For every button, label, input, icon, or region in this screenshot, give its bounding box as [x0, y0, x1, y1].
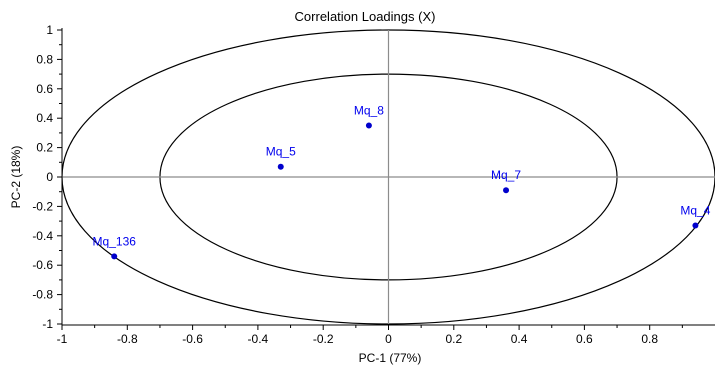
data-point	[111, 253, 118, 260]
x-tick-label: 0.8	[641, 332, 658, 346]
y-tick-label: 0.4	[36, 111, 53, 125]
data-point-label: Mq_7	[491, 168, 521, 182]
y-tick-label: 0.6	[36, 82, 53, 96]
x-tick-label: 0.6	[576, 332, 593, 346]
x-tick-label: -0.8	[117, 332, 138, 346]
x-tick-label: 0.2	[445, 332, 462, 346]
x-tick-label: -0.4	[248, 332, 269, 346]
y-tick-label: -0.2	[32, 199, 53, 213]
data-point-label: Mq_8	[354, 104, 384, 118]
y-tick-label: 0	[46, 170, 53, 184]
x-tick-label: -0.2	[313, 332, 334, 346]
x-tick-label: -1	[57, 332, 68, 346]
data-point	[277, 163, 284, 170]
x-axis-title: PC-1 (77%)	[359, 351, 422, 365]
data-point-label: Mq_4	[680, 204, 710, 218]
y-tick-label: -0.4	[32, 229, 53, 243]
x-tick-label: 0.4	[511, 332, 528, 346]
y-tick-label: 0.8	[36, 52, 53, 66]
chart-title: Correlation Loadings (X)	[295, 9, 436, 24]
data-point-label: Mq_136	[93, 234, 137, 248]
plot-area: Mq_8 Mq_5 Mq_7 Mq_4 Mq_136	[62, 29, 715, 325]
data-point	[503, 187, 510, 194]
y-axis-title: PC-2 (18%)	[9, 146, 23, 209]
data-point	[365, 122, 372, 129]
y-tick-label: -0.6	[32, 258, 53, 272]
data-point-label: Mq_5	[266, 145, 296, 159]
axes: -1 -0.8 -0.6 -0.4 -0.2 0 0.2 0.4 0.6 0.8 1 0.8 0.6 0.…	[32, 23, 715, 346]
y-tick-label: 0.2	[36, 141, 53, 155]
data-point	[692, 222, 699, 229]
y-tick-label: -0.8	[32, 288, 53, 302]
y-tick-label: -1	[42, 317, 53, 331]
x-tick-label: 0	[385, 332, 392, 346]
y-tick-label: 1	[46, 23, 53, 37]
x-tick-label: -0.6	[182, 332, 203, 346]
